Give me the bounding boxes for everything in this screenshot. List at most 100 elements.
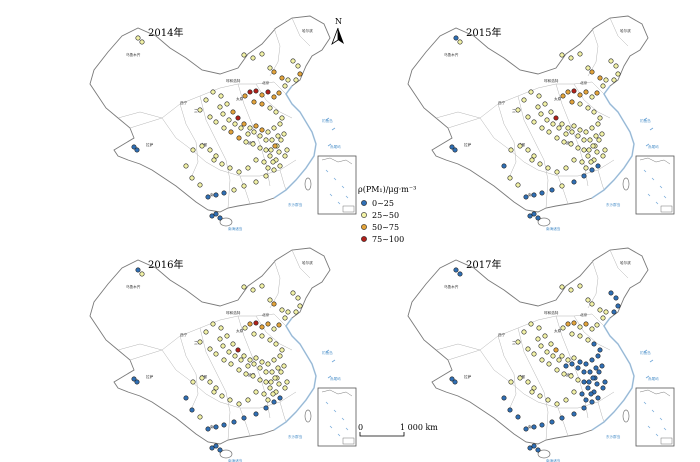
monitoring-site-marker [238,357,244,363]
city-label: 赤尾屿 [648,144,659,149]
monitoring-site-marker [577,333,583,339]
monitoring-site-marker [550,121,556,127]
monitoring-site-marker [250,373,256,379]
monitoring-site-marker [219,161,225,167]
monitoring-site-marker [217,447,223,453]
monitoring-site-marker [293,309,299,315]
monitoring-site-marker [243,139,249,145]
monitoring-site-marker [594,322,600,328]
monitoring-site-marker [548,341,554,347]
monitoring-site-marker [263,173,269,179]
monitoring-site-marker [556,357,562,363]
monitoring-site-marker [259,51,265,57]
monitoring-site-marker [531,385,537,391]
monitoring-site-marker [554,135,560,141]
monitoring-site-marker [271,94,277,100]
map-panels: 乌鲁木齐拉萨西宁兰州呼和浩特北京太原成都武汉南宁南海诸岛东沙群岛钓鱼岛赤尾屿哈尔… [89,15,675,462]
monitoring-site-marker [273,341,279,347]
monitoring-site-marker [559,121,565,127]
monitoring-site-marker [523,426,529,432]
monitoring-site-marker [588,391,594,397]
monitoring-site-marker [271,357,277,363]
monitoring-site-marker [243,371,249,377]
monitoring-site-marker [265,321,271,327]
monitoring-site-marker [577,101,583,107]
monitoring-site-marker [251,331,257,337]
monitoring-site-marker [220,343,226,349]
city-label: 哈尔滨 [302,260,313,265]
monitoring-site-marker [271,125,277,131]
monitoring-site-marker [217,336,223,342]
monitoring-site-marker [277,121,283,127]
monitoring-site-marker [209,213,215,219]
city-label: 北京 [262,80,270,85]
scale-line [359,432,405,437]
monitoring-site-marker [565,125,571,131]
city-label: 钓鱼岛 [322,350,333,355]
monitoring-site-marker [259,333,265,339]
monitoring-site-marker [282,153,288,159]
monitoring-site-marker [507,407,513,413]
monitoring-site-marker [536,325,542,331]
legend-swatch [361,236,367,242]
city-label: 钓鱼岛 [640,118,651,123]
monitoring-site-marker [224,101,230,107]
monitoring-site-marker [535,215,541,221]
monitoring-site-marker [559,183,565,189]
monitoring-site-marker [285,77,291,83]
monitoring-site-marker [135,267,141,273]
monitoring-site-marker [563,397,569,403]
monitoring-site-marker [267,297,273,303]
panel-title: 2017年 [466,258,501,271]
monitoring-site-marker [197,339,203,345]
monitoring-site-marker [571,179,577,185]
monitoring-site-marker [535,104,541,110]
monitoring-site-marker [577,92,583,98]
monitoring-site-marker [449,376,455,382]
monitoring-site-marker [295,63,301,69]
city-label: 呼和浩特 [226,310,241,315]
monitoring-site-marker [227,397,233,403]
monitoring-site-marker [205,194,211,200]
monitoring-site-marker [583,165,589,171]
legend-item-label: 50~75 [372,223,399,232]
monitoring-site-marker [597,347,603,353]
monitoring-site-marker [589,94,595,100]
monitoring-site-marker [276,90,282,96]
city-label: 呼和浩特 [226,78,241,83]
monitoring-site-marker [275,133,281,139]
monitoring-site-marker [527,213,533,219]
monitoring-site-marker [542,101,548,107]
monitoring-site-marker [220,111,226,117]
monitoring-site-marker [539,357,545,363]
monitoring-site-marker [528,321,534,327]
monitoring-site-marker [583,321,589,327]
monitoring-site-marker [276,149,282,155]
monitoring-site-marker [548,109,554,115]
monitoring-site-marker [521,97,527,103]
monitoring-site-marker [585,153,591,159]
monitoring-site-marker [449,144,455,150]
monitoring-site-marker [549,187,555,193]
monitoring-site-marker [245,165,251,171]
monitoring-site-marker [554,169,560,175]
monitoring-site-marker [251,361,257,367]
monitoring-site-marker [515,414,521,420]
city-label: 赤尾屿 [330,376,341,381]
monitoring-site-marker [250,55,256,61]
monitoring-site-marker [546,361,552,367]
monitoring-site-marker [527,445,533,451]
monitoring-site-marker [589,326,595,332]
map-panel-4: 乌鲁木齐拉萨西宁兰州呼和浩特北京太原成都武汉南宁南海诸岛东沙群岛钓鱼岛赤尾屿哈尔… [407,247,675,462]
monitoring-site-marker [585,105,591,111]
monitoring-site-marker [536,93,542,99]
monitoring-site-marker [282,315,288,321]
monitoring-site-marker [565,357,571,363]
monitoring-site-marker [452,379,458,385]
monitoring-site-marker [571,320,577,326]
monitoring-site-marker [568,55,574,61]
monitoring-site-marker [213,424,219,430]
monitoring-site-marker [277,353,283,359]
monitoring-site-marker [571,389,577,395]
